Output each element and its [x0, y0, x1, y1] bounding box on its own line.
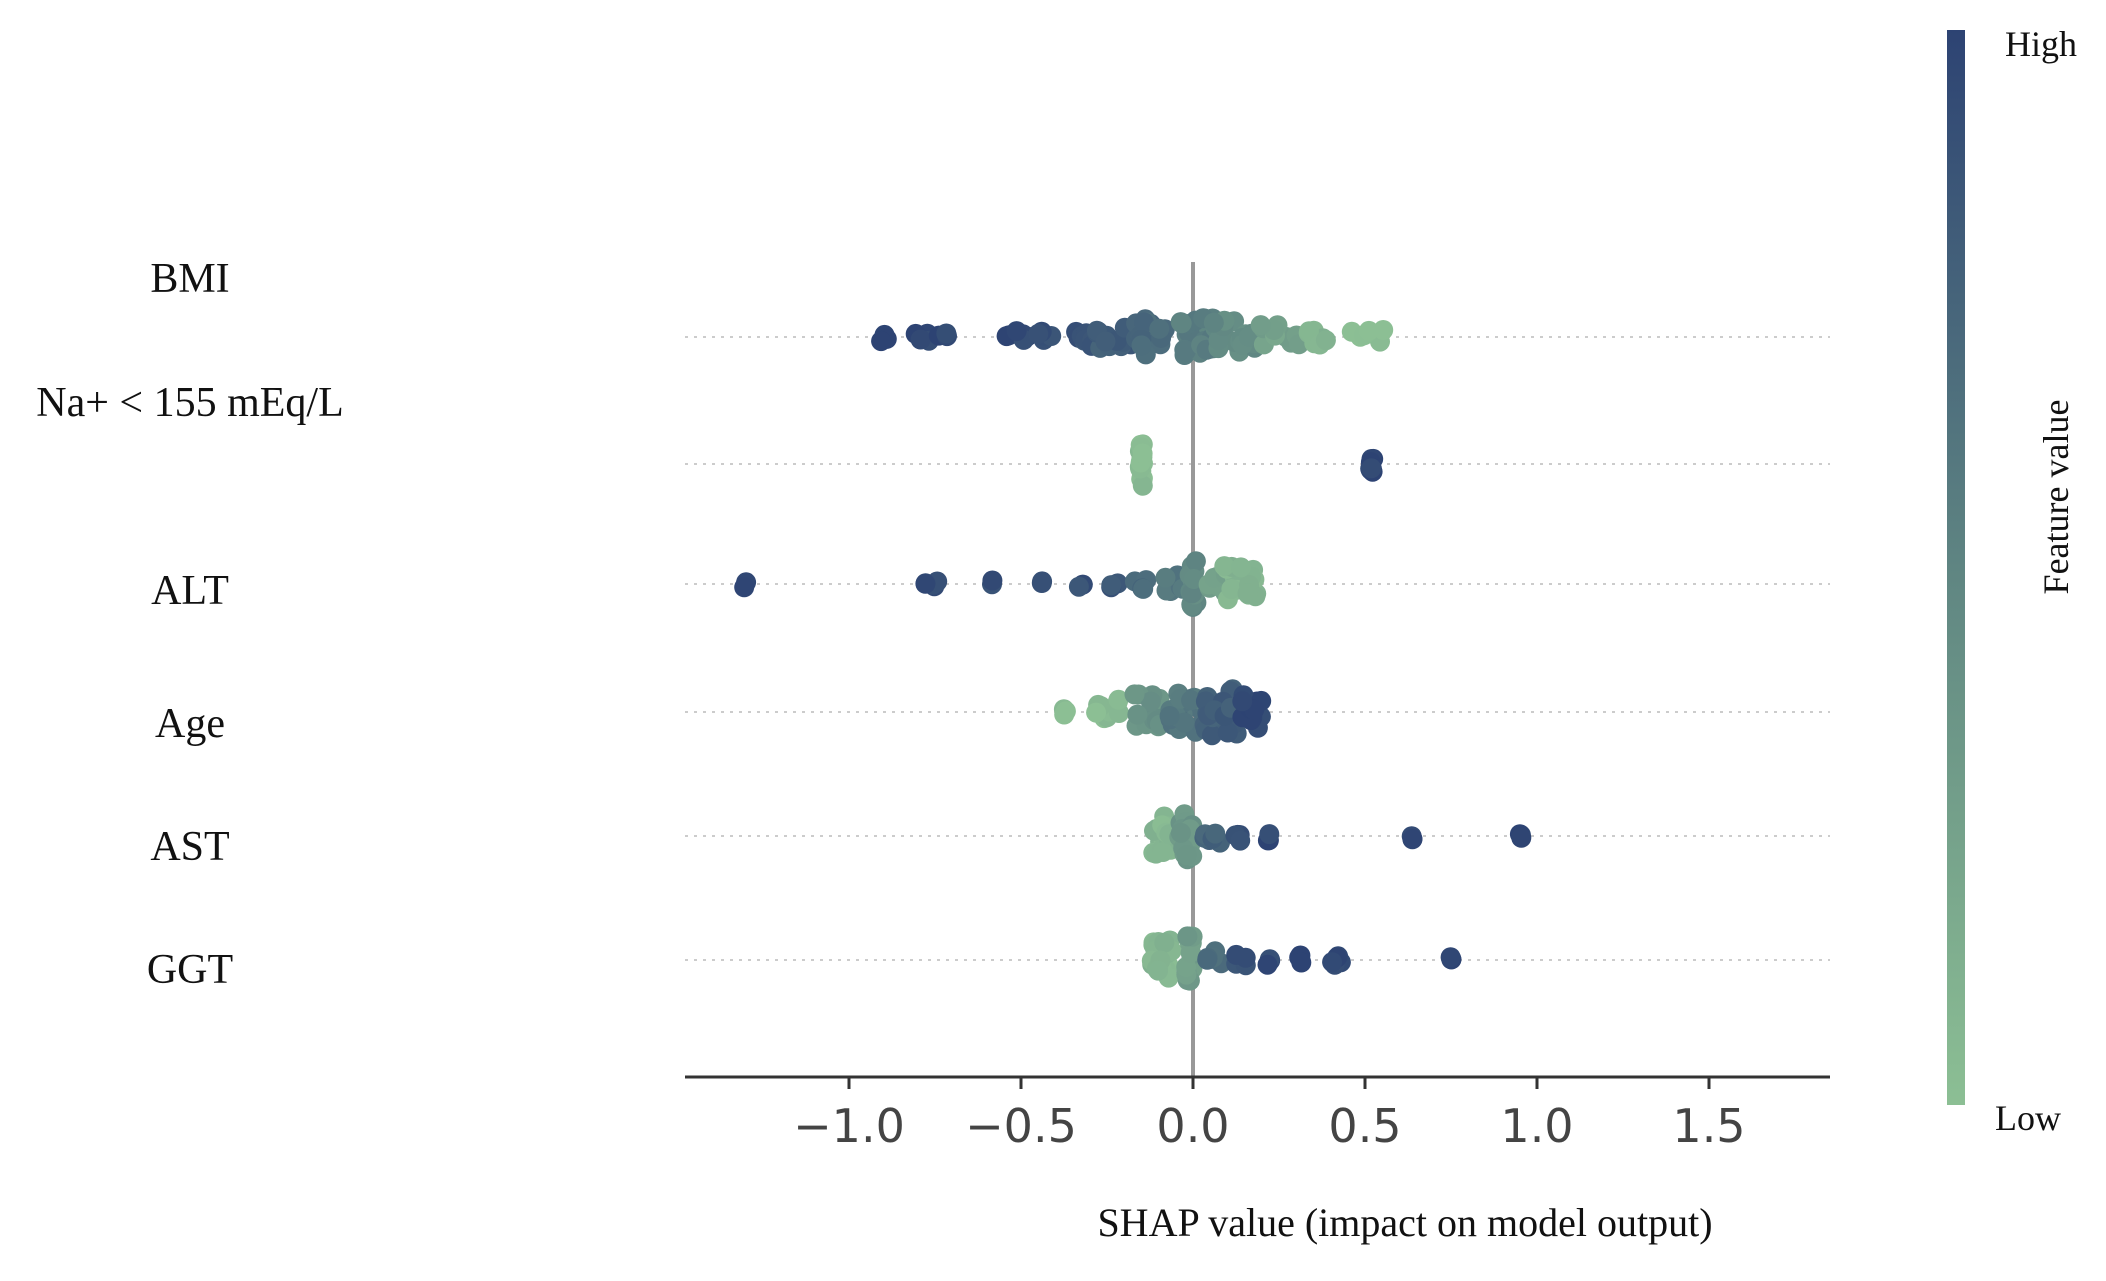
colorbar-high-label: High — [2005, 24, 2077, 64]
feature-row-points — [1141, 926, 1462, 991]
shap-point — [982, 570, 1003, 591]
shap-point — [1068, 576, 1089, 597]
feature-label: ALT — [151, 568, 229, 614]
feature-row-points — [1143, 804, 1532, 870]
x-axis-title: SHAP value (impact on model output) — [1097, 1200, 1712, 1245]
shap-point — [1176, 845, 1197, 866]
shap-point — [1159, 706, 1180, 726]
shap-point — [1230, 557, 1251, 578]
x-tick-label: 0.5 — [1328, 1099, 1401, 1153]
x-axis: −1.0 −0.5 0.0 0.5 1.0 1.5 — [685, 1075, 1830, 1153]
shap-point — [1140, 691, 1161, 712]
shap-point — [1217, 722, 1238, 743]
shap-point — [1322, 952, 1343, 973]
shap-point — [1171, 313, 1192, 334]
shap-point — [1358, 320, 1379, 341]
grid-lines — [685, 336, 1830, 961]
feature-label: Na+ < 155 mEq/L — [36, 380, 344, 426]
feature-row-points — [871, 308, 1394, 365]
x-tick-label: −1.0 — [793, 1099, 905, 1153]
shap-point — [1402, 828, 1423, 849]
shap-point — [1237, 583, 1258, 604]
shap-point — [1185, 551, 1206, 572]
shap-point — [1108, 689, 1129, 710]
feature-label: AST — [150, 824, 229, 870]
shap-point — [1181, 690, 1202, 711]
feature-row-points — [1129, 434, 1384, 496]
shap-point — [1134, 312, 1154, 333]
feature-label: Age — [155, 701, 225, 747]
shap-point — [936, 323, 957, 344]
shap-point — [1086, 702, 1107, 723]
shap-point — [1101, 575, 1122, 596]
shap-point — [1131, 335, 1152, 356]
shap-point — [1373, 320, 1394, 340]
feature-label: GGT — [147, 947, 233, 993]
shap-point — [1148, 960, 1169, 981]
shap-point — [871, 331, 892, 352]
shap-point — [1055, 701, 1076, 722]
colorbar: High Low Feature value — [1947, 24, 2077, 1138]
x-tick-label: −0.5 — [965, 1099, 1077, 1153]
shap-point — [1214, 556, 1235, 577]
shap-point — [1257, 954, 1278, 975]
feature-labels: BMI Na+ < 155 mEq/L ALT Age AST GGT — [36, 256, 344, 993]
shap-point — [1361, 458, 1382, 479]
shap-point — [910, 329, 931, 350]
shap-point — [1028, 323, 1049, 344]
shap-point — [1095, 331, 1116, 352]
shap-point — [1124, 684, 1145, 705]
shap-point — [734, 577, 755, 598]
feature-row-points — [734, 551, 1267, 617]
shap-point — [1006, 321, 1027, 342]
x-tick-label: 0.0 — [1156, 1099, 1229, 1153]
shap-point — [1205, 823, 1226, 844]
shap-point — [1170, 822, 1191, 843]
shap-point — [1315, 330, 1336, 351]
shap-point — [1127, 704, 1148, 725]
feature-row-points — [1053, 679, 1272, 746]
shap-point — [1032, 571, 1053, 592]
shap-point — [1175, 341, 1196, 362]
colorbar-title: Feature value — [2036, 400, 2076, 595]
shap-point — [1153, 842, 1173, 862]
shap-point — [1291, 952, 1312, 973]
shap-point — [1511, 827, 1532, 848]
shap-point — [1154, 932, 1175, 953]
shap-point — [1226, 944, 1247, 965]
shap-point — [1232, 691, 1253, 712]
shap-point — [1250, 315, 1271, 336]
shap-point — [1440, 947, 1461, 968]
shap-point — [1203, 312, 1224, 333]
colorbar-low-label: Low — [1995, 1098, 2061, 1138]
shap-point — [1180, 942, 1201, 963]
shap-point — [1259, 824, 1280, 845]
shap-point — [1155, 567, 1176, 588]
shap-point — [1133, 578, 1154, 599]
shap-point — [1221, 579, 1242, 599]
shap-point — [1230, 830, 1251, 851]
shap-point — [1177, 926, 1198, 947]
points-layer — [734, 308, 1532, 991]
shap-point — [1202, 725, 1222, 746]
shap-point — [1132, 443, 1153, 464]
feature-label: BMI — [150, 256, 229, 302]
shap-point — [915, 573, 936, 594]
shap-point — [1132, 475, 1153, 496]
shap-point — [1197, 949, 1218, 970]
x-tick-label: 1.5 — [1672, 1099, 1745, 1153]
colorbar-gradient — [1947, 30, 1965, 1105]
shap-point — [1149, 318, 1170, 339]
x-tick-label: 1.0 — [1500, 1099, 1573, 1153]
